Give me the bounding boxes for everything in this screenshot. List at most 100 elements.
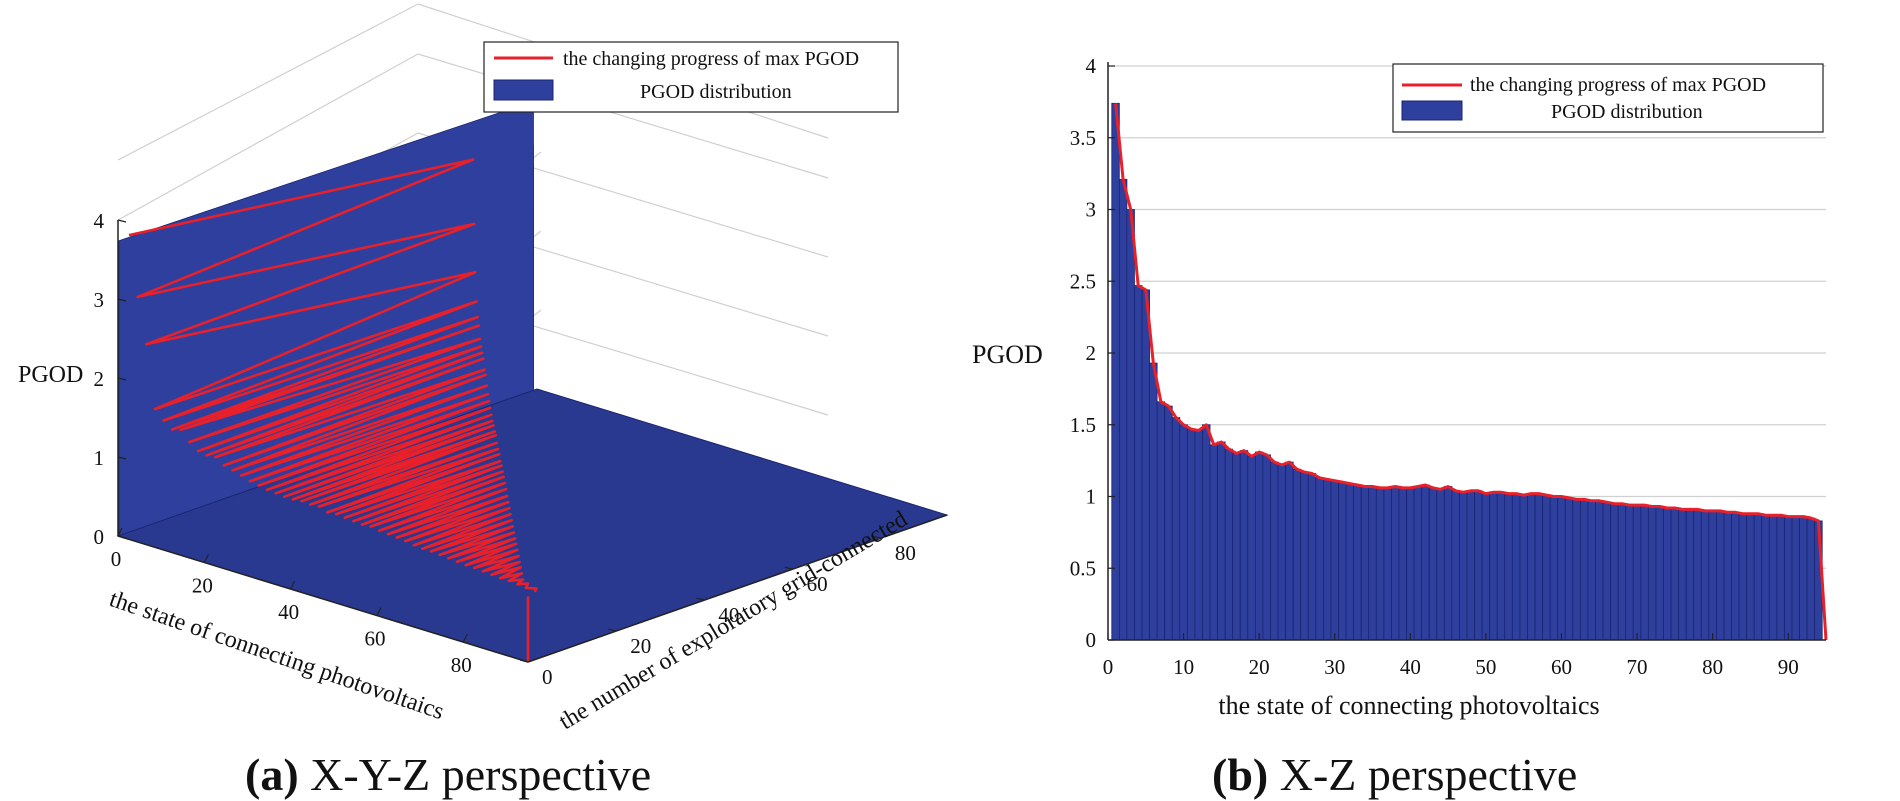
a-y-tick-label: 0 — [542, 665, 553, 689]
b-bar — [1549, 496, 1559, 641]
b-bar — [1292, 468, 1302, 641]
b-bar — [1368, 486, 1377, 641]
b-bar — [1360, 486, 1370, 641]
b-bar — [1330, 480, 1339, 641]
b-bar — [1338, 481, 1347, 641]
b-bar — [1391, 486, 1400, 641]
a-y-tick-mark — [872, 535, 881, 539]
a-x-tick-mark — [376, 607, 382, 616]
b-bar — [1443, 486, 1453, 641]
panel-b-xz-chart: 00.511.522.533.540 10 20 30 40 50 60 70 80 90 PGO… — [972, 54, 1828, 720]
b-y-tick-label: 2 — [1086, 341, 1097, 365]
a-z-tick-mark — [117, 219, 127, 223]
b-bar — [1534, 493, 1543, 641]
b-max-pgod-line — [1114, 103, 1828, 641]
b-bar — [1579, 498, 1589, 641]
b-legend-entry-bar: PGOD distribution — [1551, 101, 1703, 123]
b-bar — [1383, 487, 1392, 641]
b-bar — [1700, 510, 1710, 641]
b-y-tick-label: 0.5 — [1070, 556, 1096, 580]
b-bar — [1315, 477, 1324, 641]
a-y-tick-label: 20 — [630, 634, 651, 658]
a-y-axis-line — [527, 514, 948, 663]
b-bar — [1171, 417, 1181, 641]
b-y-tick-label: 1.5 — [1070, 413, 1096, 437]
b-legend-bar-swatch — [1401, 100, 1463, 121]
a-z-axis-label: PGOD — [18, 362, 83, 388]
b-axes-group — [1107, 62, 1826, 641]
b-bar — [1481, 493, 1491, 641]
a-x-tick-label: 0 — [111, 547, 122, 571]
b-bar — [1504, 493, 1513, 641]
b-bar — [1595, 500, 1604, 641]
b-bar — [1202, 424, 1211, 641]
b-legend-box — [1392, 63, 1824, 133]
a-x-tick-mark — [117, 527, 123, 537]
a-z-tick-mark — [117, 298, 127, 302]
b-bar — [1277, 464, 1287, 641]
b-bar — [1156, 401, 1166, 641]
b-bar — [1232, 453, 1241, 641]
b-bar — [1126, 209, 1135, 641]
b-bar — [1768, 514, 1778, 641]
b-x-axis-label: the state of connecting photovoltaics — [1218, 691, 1599, 720]
b-legend-entry-line: the changing progress of max PGOD — [1470, 74, 1766, 96]
b-bar — [1655, 506, 1664, 641]
b-x-tick-label: 10 — [1173, 655, 1194, 679]
b-x-tick-label: 0 — [1103, 655, 1114, 679]
b-bar — [1307, 473, 1317, 641]
b-bar — [1375, 487, 1385, 641]
caption-a-text: X-Y-Z perspective — [310, 749, 652, 800]
b-bar — [1723, 511, 1732, 641]
b-bar — [1186, 428, 1196, 641]
b-bar — [1587, 500, 1596, 641]
b-bar — [1179, 424, 1188, 641]
b-bar — [1428, 487, 1438, 641]
a-gridline — [117, 53, 419, 221]
a-z-tick-label: 4 — [94, 209, 105, 233]
a-z-tick-label: 0 — [94, 525, 105, 549]
b-bar — [1519, 494, 1528, 641]
b-bar — [1738, 513, 1748, 641]
b-bar — [1496, 491, 1506, 641]
b-bar — [1224, 448, 1234, 641]
caption-b: (b) X-Z perspective — [1212, 748, 1577, 801]
b-bar — [1459, 491, 1468, 641]
b-bar — [1149, 362, 1158, 641]
b-x-tick-label: 50 — [1475, 655, 1496, 679]
b-bar — [1134, 285, 1143, 641]
b-bar — [1602, 501, 1612, 641]
b-bar — [1776, 514, 1785, 641]
a-x-tick-label: 60 — [364, 627, 385, 651]
b-x-tick-label: 20 — [1249, 655, 1270, 679]
b-bar — [1118, 178, 1128, 641]
b-x-tick-label: 90 — [1778, 655, 1799, 679]
a-z-tick-label: 1 — [94, 446, 105, 470]
b-y-tick-label: 0 — [1086, 628, 1097, 652]
a-z-tick-mark — [117, 535, 127, 539]
a-gridline — [117, 3, 419, 161]
b-bar — [1345, 483, 1355, 641]
b-bar — [1716, 510, 1725, 641]
a-y-tick-mark — [608, 628, 617, 632]
b-bar — [1791, 516, 1800, 641]
b-bar — [1194, 430, 1203, 641]
a-x-tick-label: 80 — [451, 653, 472, 677]
b-bar — [1731, 511, 1740, 641]
b-bar — [1670, 507, 1680, 641]
b-y-tick-label: 4 — [1086, 54, 1097, 78]
b-bar — [1663, 507, 1672, 641]
b-bar — [1300, 471, 1309, 641]
a-legend-bar-swatch — [493, 79, 554, 101]
b-bar — [1761, 514, 1770, 641]
b-bar — [1217, 441, 1226, 641]
b-bar — [1610, 503, 1619, 641]
b-bar — [1564, 497, 1574, 641]
b-bar — [1451, 490, 1460, 641]
b-bar — [1685, 509, 1695, 641]
b-bar — [1466, 490, 1475, 641]
b-bar — [1572, 498, 1581, 641]
b-bar — [1799, 516, 1808, 641]
